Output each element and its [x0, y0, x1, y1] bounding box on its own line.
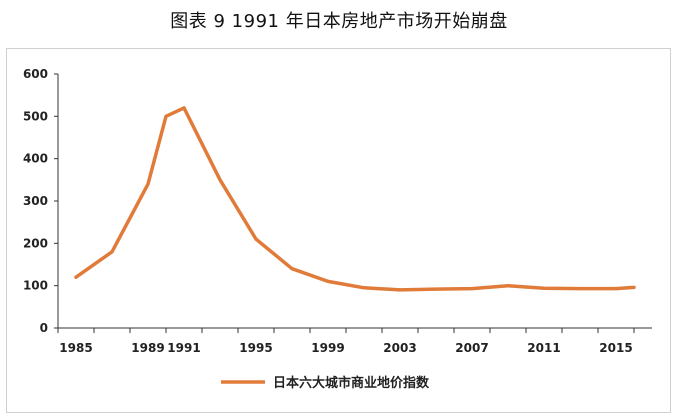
- y-tick-label: 600: [23, 67, 48, 81]
- x-tick-label: 1989: [131, 341, 164, 355]
- figure-title: 图表 9 1991 年日本房地产市场开始崩盘: [170, 11, 508, 32]
- x-tick-label: 1991: [167, 341, 200, 355]
- data-point: [146, 182, 150, 186]
- data-point: [218, 178, 222, 182]
- x-tick-label: 1999: [311, 341, 344, 355]
- data-point: [578, 287, 582, 291]
- data-point: [542, 286, 546, 290]
- line-chart: 0 100 200 300 400 500 600 1985 1989 1991 1995 1999 2…: [23, 67, 652, 391]
- chart-frame: 0 100 200 300 400 500 600 1985 1989 1991 1995 1999 2…: [6, 48, 671, 413]
- axes-layer: 0 100 200 300 400 500 600 1985 1989 1991 1995 1999 2…: [23, 67, 652, 355]
- data-point: [182, 106, 186, 110]
- y-tick-label: 500: [23, 109, 48, 123]
- x-tick-label: 2015: [599, 341, 632, 355]
- y-tick-label: 400: [23, 152, 48, 166]
- y-tick-label: 100: [23, 279, 48, 293]
- y-tick-label: 300: [23, 194, 48, 208]
- data-point: [614, 287, 618, 291]
- data-point: [632, 285, 636, 289]
- y-tick-label: 0: [40, 321, 48, 335]
- y-tick-label: 200: [23, 236, 48, 250]
- data-point: [164, 114, 168, 118]
- series-line: [74, 106, 636, 292]
- data-point: [506, 284, 510, 288]
- series-layer: [74, 106, 636, 292]
- data-point: [470, 287, 474, 291]
- data-point: [362, 286, 366, 290]
- x-tick-label: 1985: [59, 341, 92, 355]
- data-point: [398, 288, 402, 292]
- x-tick-label: 2007: [455, 341, 488, 355]
- x-tick-label: 1995: [239, 341, 272, 355]
- data-point: [254, 237, 258, 241]
- x-tick-label: 2003: [383, 341, 416, 355]
- data-point: [110, 250, 114, 254]
- data-point: [326, 279, 330, 283]
- data-point: [74, 275, 78, 279]
- legend: 日本六大城市商业地价指数: [221, 375, 430, 391]
- legend-label: 日本六大城市商业地价指数: [273, 375, 430, 391]
- x-tick-label: 2011: [527, 341, 560, 355]
- data-point: [290, 267, 294, 271]
- data-point: [434, 287, 438, 291]
